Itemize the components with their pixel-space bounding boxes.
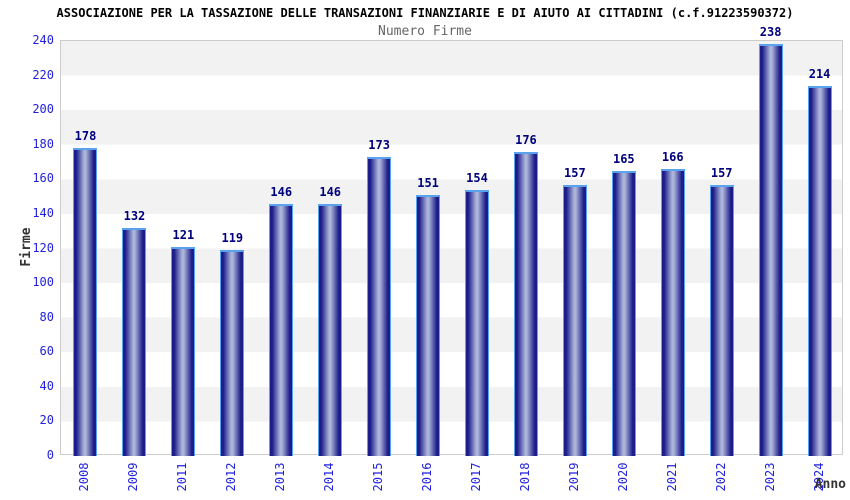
- bar-value-label: 178: [74, 129, 97, 144]
- bar-2008: [73, 148, 98, 456]
- y-tick-label-0: 0: [46, 448, 54, 462]
- bar-2017: [464, 189, 489, 456]
- bar-value-label: 173: [368, 137, 390, 152]
- y-axis-title: Firme: [19, 227, 34, 267]
- y-tick-label-220: 220: [32, 67, 54, 82]
- bar-value-label: 157: [564, 165, 586, 180]
- x-tick-label-2013: 2013: [273, 462, 288, 492]
- bar-value-label: 119: [221, 231, 244, 246]
- chart-subtitle: Numero Firme: [378, 24, 472, 39]
- bar-value-label: 166: [661, 149, 684, 164]
- bar-2011: [171, 246, 196, 456]
- x-tick-label-2021: 2021: [664, 462, 679, 492]
- bar-2024: [807, 85, 832, 456]
- bar-2021: [660, 168, 685, 456]
- y-tick-label-160: 160: [32, 171, 54, 186]
- bar-value-label: 151: [417, 175, 439, 190]
- x-axis-title: Anno: [814, 477, 846, 492]
- x-tick-label-2016: 2016: [420, 462, 435, 492]
- x-tick-label-2022: 2022: [713, 462, 728, 492]
- bar-value-label: 238: [759, 25, 782, 40]
- y-tick-label-200: 200: [32, 102, 54, 117]
- y-tick-label-20: 20: [39, 413, 54, 428]
- y-tick-label-100: 100: [32, 275, 54, 290]
- x-tick-label-2017: 2017: [468, 462, 483, 492]
- bar-2013: [269, 203, 294, 456]
- chart-title: ASSOCIAZIONE PER LA TASSAZIONE DELLE TRA…: [56, 6, 794, 20]
- bar-2023: [758, 44, 783, 456]
- bar-2022: [709, 184, 734, 456]
- bar-2020: [611, 170, 636, 456]
- x-tick-label-2012: 2012: [224, 462, 239, 492]
- x-tick-label-2008: 2008: [77, 462, 92, 492]
- x-tick-label-2011: 2011: [175, 462, 190, 492]
- bar-value-label: 176: [515, 132, 537, 147]
- bar-value-label: 146: [270, 184, 293, 199]
- y-tick-label-40: 40: [39, 378, 54, 393]
- bar-2019: [562, 184, 587, 456]
- bar-2012: [220, 250, 245, 456]
- x-tick-label-2015: 2015: [371, 462, 386, 492]
- bar-2009: [122, 227, 147, 456]
- x-tick-label-2014: 2014: [322, 462, 337, 492]
- bar-value-label: 157: [710, 165, 733, 180]
- bar-2014: [318, 203, 343, 456]
- bar-value-label: 146: [319, 184, 342, 199]
- bar-value-label: 132: [123, 208, 146, 223]
- bar-2016: [416, 194, 441, 456]
- bar-2018: [513, 151, 538, 456]
- bar-2015: [367, 156, 392, 456]
- x-tick-label-2020: 2020: [615, 462, 630, 492]
- bar-value-label: 154: [466, 170, 488, 185]
- x-tick-label-2009: 2009: [126, 462, 141, 492]
- y-tick-label-60: 60: [39, 344, 54, 359]
- y-tick-label-80: 80: [39, 309, 54, 324]
- y-tick-label-120: 120: [32, 240, 54, 255]
- x-tick-label-2019: 2019: [566, 462, 581, 492]
- y-tick-label-240: 240: [32, 33, 54, 47]
- x-tick-label-2018: 2018: [517, 462, 532, 492]
- bar-value-label: 121: [172, 227, 195, 242]
- bar-value-label: 214: [808, 66, 831, 81]
- y-tick-label-140: 140: [32, 205, 54, 220]
- y-tick-label-180: 180: [32, 136, 54, 151]
- bar-value-label: 165: [612, 151, 635, 166]
- plot-area: 178 132 121 119 146 146 173 151 154 176 157 165 166 1…: [60, 25, 843, 456]
